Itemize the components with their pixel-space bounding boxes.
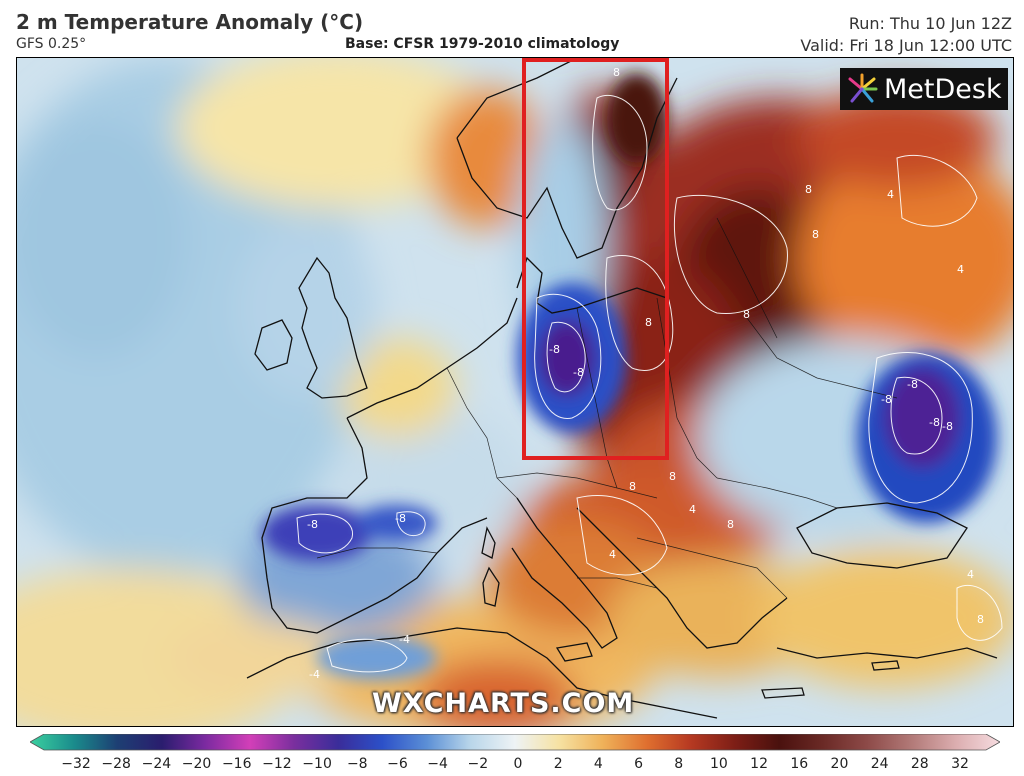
metdesk-logo-icon: [848, 73, 878, 103]
color-scale-tick-label: −6: [387, 756, 408, 772]
color-scale-tick-label: −32: [61, 756, 91, 772]
color-scale-bar: [29, 733, 1001, 751]
contour-label: -8: [307, 518, 318, 531]
highlight-box: [522, 58, 669, 460]
color-scale-tick-label: −24: [141, 756, 172, 772]
color-scale-tick-label: −20: [181, 756, 212, 772]
contours: [296, 95, 1003, 673]
contour-label: 8: [727, 518, 734, 531]
color-scale-tick-label: −4: [427, 756, 448, 772]
contour-label: 8: [629, 480, 636, 493]
metdesk-logo: MetDesk: [840, 68, 1008, 110]
color-scale-tick-label: 6: [634, 756, 643, 772]
contour-label: -8: [573, 366, 584, 379]
valid-time-label: Valid: Fri 18 Jun 12:00 UTC: [800, 36, 1012, 55]
color-scale-tick-label: 0: [513, 756, 523, 772]
coastlines: [246, 58, 998, 719]
base-climatology-label: Base: CFSR 1979-2010 climatology: [345, 36, 620, 52]
contour-labels: 8 8 4 8 4 8 -8 -8 8 -8 -8 -8 -8 8 8 4 8 …: [307, 66, 984, 681]
contour-label: 8: [805, 183, 812, 196]
color-scale-tick-label: 4: [593, 756, 603, 772]
color-scale-tick-label: −16: [221, 756, 252, 772]
color-scale-tick-label: 24: [870, 756, 889, 772]
contour-label: 4: [609, 548, 616, 561]
contour-label: -8: [881, 393, 892, 406]
color-scale-tick-label: 16: [790, 756, 809, 772]
color-scale-tick-label: 20: [830, 756, 849, 772]
logo-text: MetDesk: [884, 73, 1002, 105]
color-scale-tick-label: 10: [709, 756, 728, 772]
color-scale-tick-label: −8: [346, 756, 368, 772]
anomaly-map: 8 8 4 8 4 8 -8 -8 8 -8 -8 -8 -8 8 8 4 8 …: [16, 57, 1014, 727]
contour-label: 8: [669, 470, 676, 483]
color-scale-tick-label: 8: [674, 756, 684, 772]
contour-label: -8: [907, 378, 918, 391]
contour-label: 8: [645, 316, 652, 329]
borders: [316, 217, 898, 599]
watermark: WXCHARTS.COM: [372, 688, 635, 719]
contour-label: 8: [812, 228, 819, 241]
contour-label: -4: [309, 668, 320, 681]
color-scale-tick-label: −12: [262, 756, 292, 772]
chart-header: 2 m Temperature Anomaly (°C) GFS 0.25° B…: [0, 0, 1024, 56]
contour-label: -8: [929, 416, 940, 429]
color-scale-tick-label: 2: [553, 756, 563, 772]
contour-label: -4: [399, 633, 410, 646]
map-canvas: 8 8 4 8 4 8 -8 -8 8 -8 -8 -8 -8 8 8 4 8 …: [17, 58, 1013, 726]
color-scale-tick-label: 32: [951, 756, 969, 772]
color-scale-tick-label: 12: [750, 756, 768, 772]
color-scale-tick-label: 28: [910, 756, 929, 772]
contour-label: 4: [967, 568, 974, 581]
color-scale-tick-label: −10: [302, 756, 332, 772]
contour-label: -8: [395, 512, 406, 525]
contour-label: 8: [743, 308, 750, 321]
model-label: GFS 0.25°: [16, 36, 87, 52]
contour-label: 8: [977, 613, 984, 626]
color-scale-tick-label: −2: [467, 756, 489, 772]
contour-label: 4: [689, 503, 696, 516]
color-scale-tick-label: −28: [101, 756, 131, 772]
color-scale-legend: −32 −28 −24 −20 −16 −12 −10 −8 −6 −4 −2 0 2 4 6 8 10 12 16…: [29, 733, 1001, 774]
chart-title: 2 m Temperature Anomaly (°C): [16, 10, 364, 34]
contour-label: 4: [957, 263, 964, 276]
contour-label: 4: [887, 188, 894, 201]
contour-label: 8: [613, 66, 620, 79]
contour-label: -8: [549, 343, 560, 356]
contour-label: -8: [942, 420, 953, 433]
run-time-label: Run: Thu 10 Jun 12Z: [848, 14, 1012, 33]
